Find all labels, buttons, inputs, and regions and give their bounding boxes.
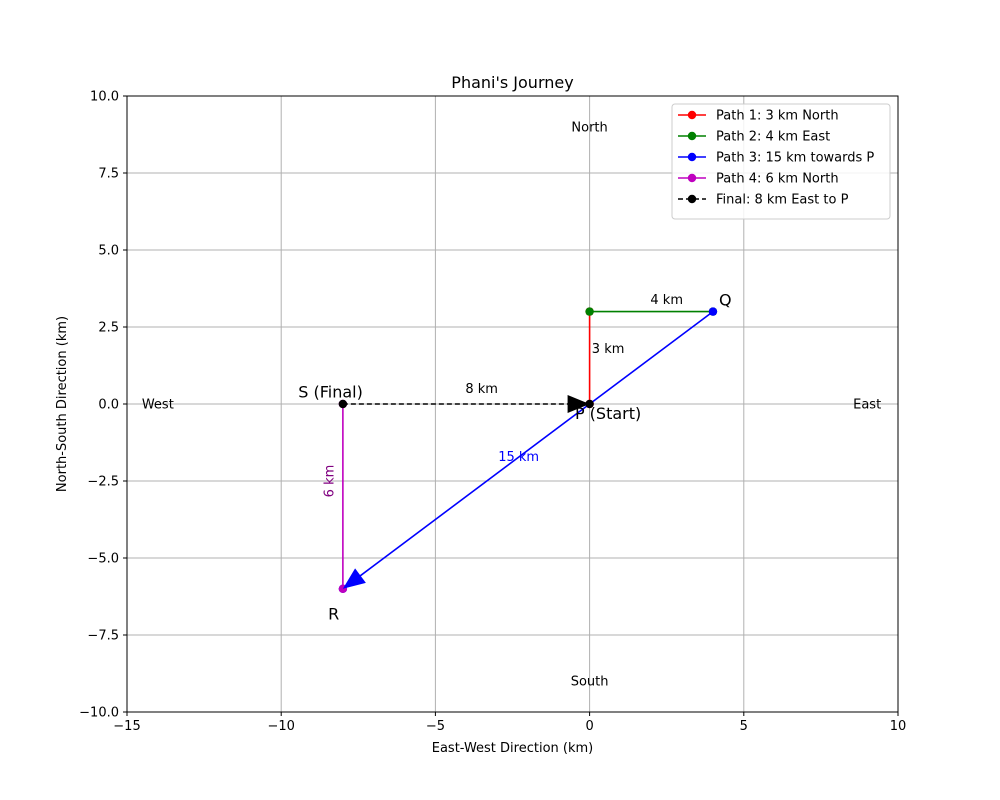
direction-label: North	[571, 120, 607, 135]
annotations: 3 km 4 km 15 km 6 km 8 km P (Start) Q R S (Final…	[142, 120, 881, 689]
series-lines	[338, 307, 718, 593]
legend-box	[671, 103, 891, 220]
x-axis-title: East-West Direction (km)	[432, 741, 594, 756]
legend-label: Final: 8 km East to P	[716, 193, 849, 208]
segment-label: 6 km	[323, 465, 338, 498]
direction-label: West	[142, 398, 174, 413]
segment-label: 3 km	[592, 342, 625, 357]
y-tick-label: 10.0	[90, 90, 119, 105]
legend-swatch-marker	[687, 131, 697, 141]
y-tick-label: 2.5	[98, 321, 119, 336]
legend-label: Path 1: 3 km North	[716, 109, 839, 124]
legend-label: Path 3: 15 km towards P	[716, 151, 874, 166]
y-tick-label: −10.0	[79, 706, 119, 721]
legend-swatch-marker	[687, 173, 697, 183]
x-tick-label: −15	[113, 719, 140, 734]
legend-label: Path 2: 4 km East	[716, 130, 830, 145]
legend-swatch-marker	[687, 152, 697, 162]
point-label: Q	[719, 290, 732, 309]
segment-label: 4 km	[650, 293, 683, 308]
direction-label: East	[853, 398, 881, 413]
point-label: S (Final)	[298, 383, 363, 402]
legend-label: Path 4: 6 km North	[716, 172, 839, 187]
plot-frame	[126, 95, 899, 713]
series-point	[338, 399, 348, 409]
x-tick-label: −10	[267, 719, 294, 734]
x-tick-label: −5	[426, 719, 445, 734]
series-line	[342, 310, 714, 590]
legend-swatch-marker	[687, 110, 697, 120]
x-tick-label: 10	[890, 719, 907, 734]
segment-label: 15 km	[498, 450, 539, 465]
y-tick-label: 5.0	[98, 244, 119, 259]
axis-ticks: −15 −10 −5 0 5 10 −10.0 −7.5 −5.0 −2.5 0.0 2.5 5.0 7.…	[79, 90, 906, 735]
legend: Path 1: 3 km North Path 2: 4 km East Path …	[671, 103, 891, 220]
y-tick-label: −7.5	[87, 629, 119, 644]
y-tick-label: 0.0	[98, 398, 119, 413]
y-tick-label: −5.0	[87, 552, 119, 567]
arrow-head	[567, 395, 590, 413]
segment-label: 8 km	[465, 382, 498, 397]
x-tick-label: 0	[585, 719, 593, 734]
series-point	[708, 307, 718, 316]
point-label: P (Start)	[575, 404, 641, 423]
series-point	[585, 307, 594, 316]
arrow-head	[342, 568, 366, 589]
y-tick-label: 7.5	[98, 167, 119, 182]
y-axis-title: North-South Direction (km)	[55, 316, 70, 492]
legend-swatch-marker	[687, 194, 697, 204]
point-label: R	[328, 604, 339, 623]
chart-title: Phani's Journey	[451, 73, 573, 92]
direction-label: South	[571, 675, 609, 690]
x-tick-label: 5	[740, 719, 748, 734]
y-tick-label: −2.5	[87, 475, 119, 490]
